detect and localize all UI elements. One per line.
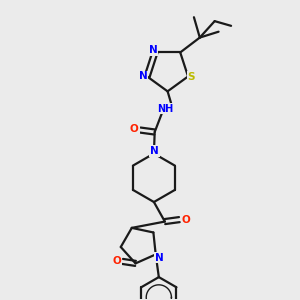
Text: N: N (148, 46, 158, 56)
Text: O: O (112, 256, 121, 266)
Text: O: O (182, 214, 190, 225)
Text: N: N (139, 71, 148, 82)
Text: O: O (130, 124, 139, 134)
Text: N: N (150, 146, 159, 156)
Text: S: S (188, 72, 195, 82)
Text: N: N (155, 253, 164, 262)
Text: NH: NH (158, 103, 174, 113)
